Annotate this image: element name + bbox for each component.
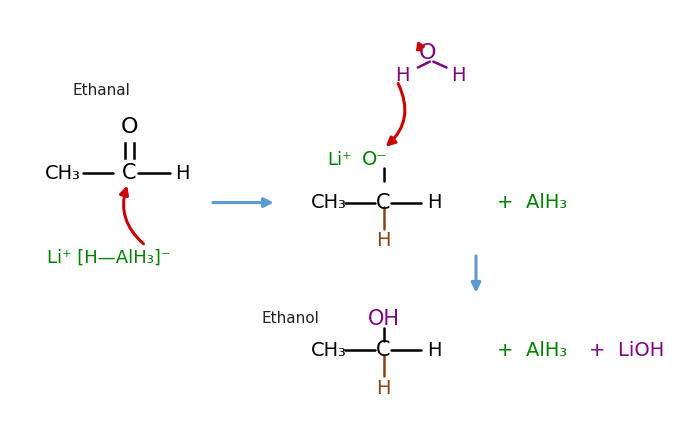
Text: O: O (120, 116, 139, 137)
Text: C: C (377, 192, 391, 213)
Text: CH₃: CH₃ (311, 193, 347, 212)
Text: H: H (427, 341, 441, 360)
Text: Li⁺: Li⁺ (328, 151, 351, 169)
Text: CH₃: CH₃ (45, 163, 81, 183)
Text: O: O (419, 43, 435, 63)
Text: H: H (377, 231, 391, 250)
Text: H: H (377, 379, 391, 398)
Text: C: C (377, 340, 391, 360)
Text: Ethanol: Ethanol (262, 311, 319, 326)
Text: H: H (452, 66, 466, 86)
Text: Li⁺ [H—AlH₃]⁻: Li⁺ [H—AlH₃]⁻ (47, 249, 170, 266)
Text: C: C (122, 163, 136, 183)
Text: O⁻: O⁻ (362, 150, 387, 169)
Text: H: H (427, 193, 441, 212)
Text: CH₃: CH₃ (311, 341, 347, 360)
Text: +  AlH₃: + AlH₃ (497, 193, 567, 212)
Text: H: H (395, 66, 409, 86)
Text: Ethanal: Ethanal (73, 83, 130, 98)
Text: +  LiOH: + LiOH (589, 341, 664, 360)
Text: H: H (175, 163, 189, 183)
Text: OH: OH (368, 308, 400, 329)
Text: +  AlH₃: + AlH₃ (497, 341, 567, 360)
